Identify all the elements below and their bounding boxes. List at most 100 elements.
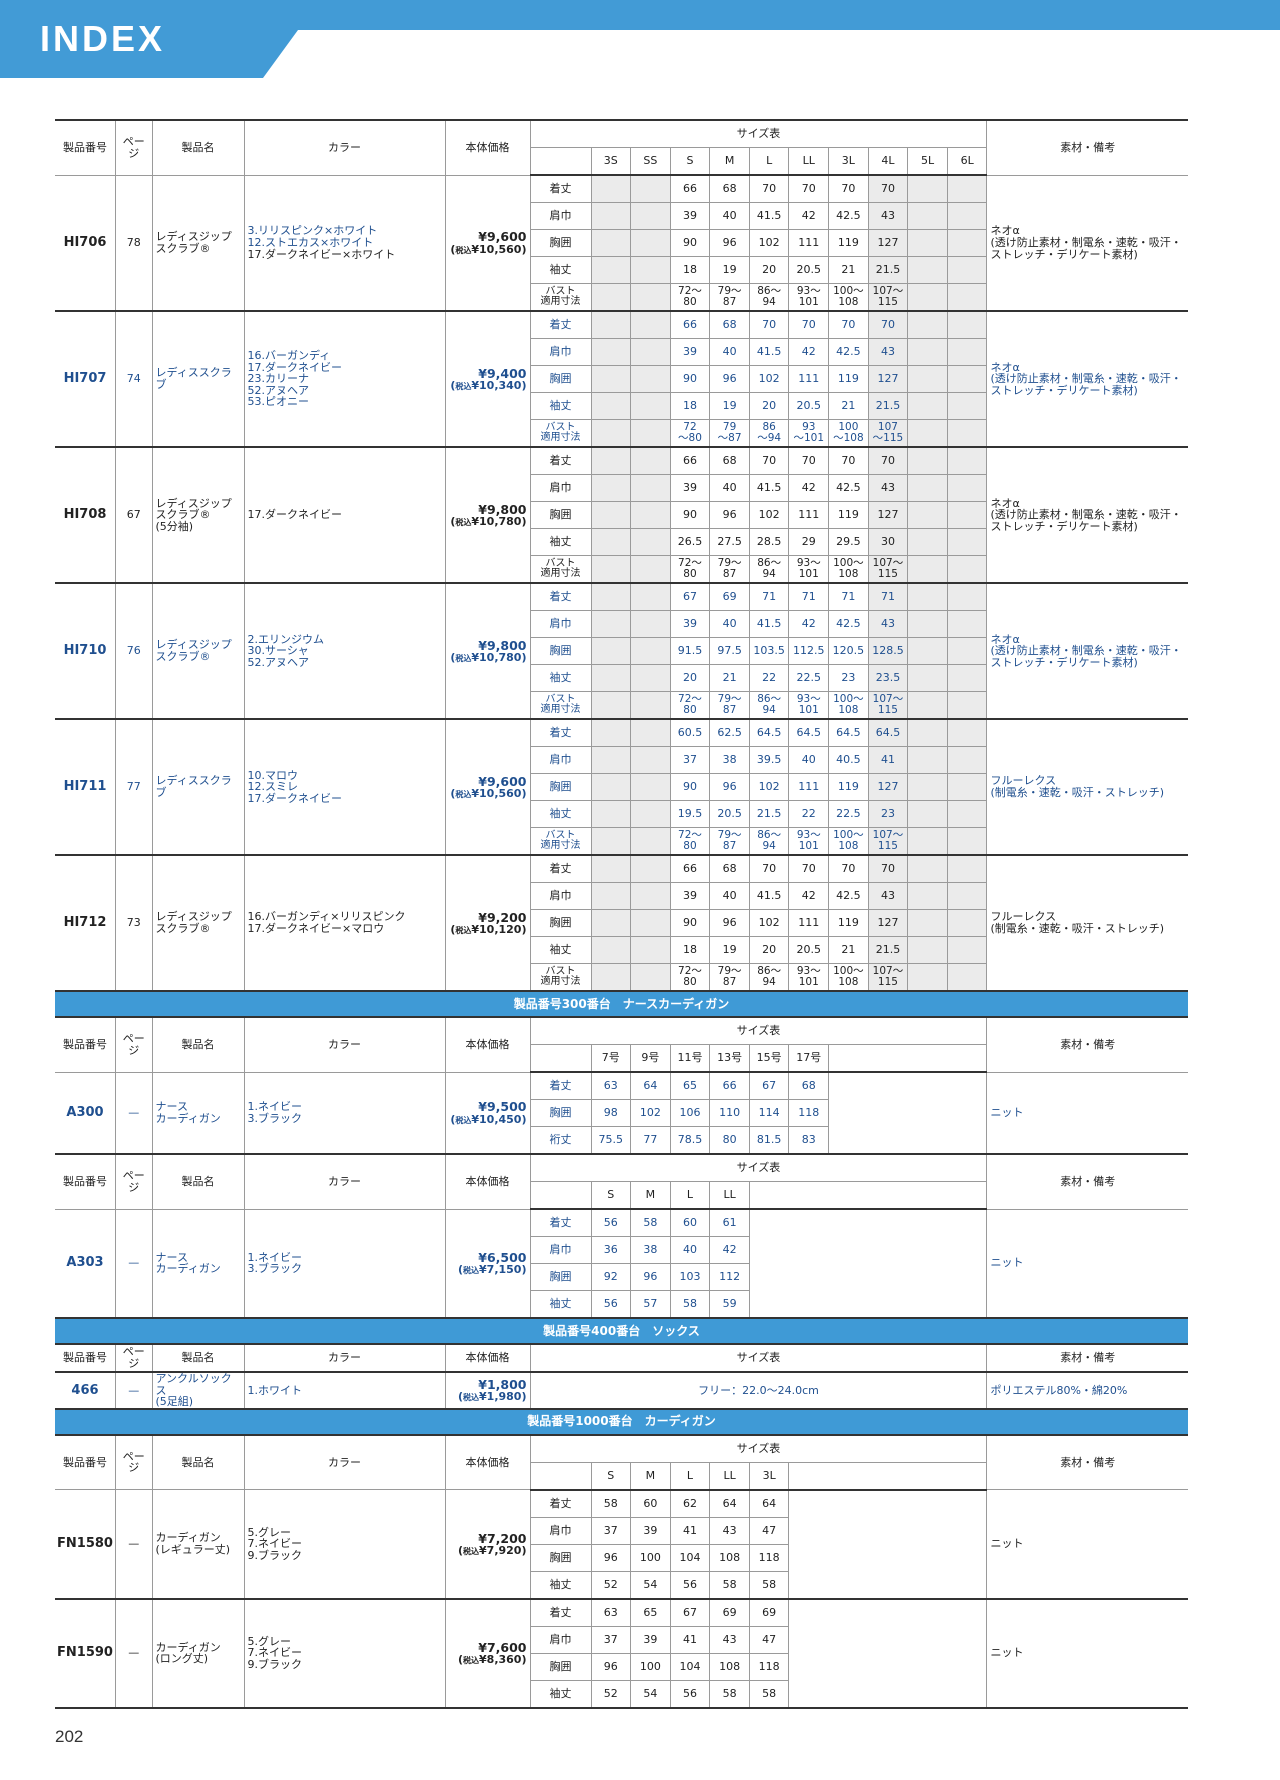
size-value: [590, 691, 632, 720]
size-row: 胸囲 90 96 102 111 119 127: [55, 365, 1188, 393]
size-row: 袖丈 52 54 56 58 58: [55, 1679, 1188, 1709]
size-value: 79〜 87: [709, 827, 750, 856]
size-value: 93〜 101: [788, 283, 830, 312]
size-value: 71: [828, 582, 869, 611]
size-col-header: S: [669, 147, 711, 176]
size-value: 71: [788, 582, 830, 611]
product-code: A303: [55, 1208, 116, 1319]
size-value: [907, 202, 948, 230]
size-value: 20.5: [709, 800, 750, 828]
size-row: 胸囲 98 102 106 110 114 118: [55, 1099, 1188, 1127]
base-price: ¥9,400: [478, 365, 527, 381]
color-option: 17.ダークネイビー: [247, 791, 343, 805]
product-remarks: ネオα (透け防止素材・制電糸・速乾・吸汗・ ストレッチ・デリケート素材): [986, 174, 1188, 312]
tax-price-value: ¥10,120: [471, 922, 522, 936]
size-value: 100〜 108: [828, 963, 869, 992]
size-value: 42.5: [828, 882, 869, 910]
size-filler: [748, 1208, 988, 1319]
size-col-header: 3L: [828, 147, 869, 176]
size-value: [590, 610, 632, 638]
size-value: 58: [630, 1208, 671, 1237]
size-value: 29: [788, 528, 830, 556]
size-value: [630, 637, 671, 665]
product-code: 466: [55, 1371, 116, 1410]
product-price: ¥9,600 (税込¥10,560): [444, 174, 531, 312]
size-value: 90: [669, 229, 711, 257]
size-value: 66: [669, 310, 711, 339]
size-value: [946, 746, 988, 774]
size-value: 21: [709, 664, 750, 692]
size-value: 90: [669, 773, 711, 801]
size-value: [590, 392, 632, 420]
size-value: 62: [669, 1489, 711, 1518]
size-value: 70: [788, 310, 830, 339]
size-col-header: 17号: [788, 1044, 830, 1073]
size-row-label: 胸囲: [529, 637, 592, 665]
size-row: 胸囲 96 100 104 108 118: [55, 1543, 1188, 1572]
size-row-label: 胸囲: [529, 1543, 592, 1572]
size-value: 100: [630, 1543, 671, 1572]
page-number: 202: [55, 1727, 84, 1746]
size-value: [946, 555, 988, 584]
header-color: カラー: [243, 1153, 446, 1210]
tax-included-price: (税込¥10,780): [450, 514, 527, 528]
size-value: 37: [590, 1516, 632, 1545]
size-value: [630, 202, 671, 230]
product-price: ¥6,500 (税込¥7,150): [444, 1208, 531, 1319]
product-page: —: [115, 1597, 153, 1709]
size-value: 40.5: [828, 746, 869, 774]
size-value: 118: [788, 1099, 830, 1127]
color-option: 1.ネイビー: [247, 1100, 303, 1114]
size-value: 93〜 101: [788, 555, 830, 584]
size-value: [590, 854, 632, 883]
size-value: [907, 528, 948, 556]
color-option: 16.バーガンディ: [247, 349, 331, 363]
size-value: 93〜 101: [788, 827, 830, 856]
size-col-header: L: [748, 147, 790, 176]
product-remarks: ニット: [986, 1597, 1188, 1709]
size-value: 43: [867, 882, 909, 910]
product-price: ¥9,500 (税込¥10,450): [444, 1071, 531, 1155]
size-value: 42: [788, 338, 830, 366]
size-value: [946, 174, 988, 203]
size-col-header: 6L: [946, 147, 988, 176]
size-value: 19.5: [669, 800, 711, 828]
size-value: [946, 283, 988, 312]
size-col-header: S: [590, 1461, 632, 1491]
size-value: 63: [590, 1071, 632, 1100]
table-end-rule: [55, 1706, 1188, 1710]
size-col-header: L: [669, 1461, 711, 1491]
size-value: 107〜 115: [867, 827, 909, 856]
size-row-label: バスト 適用寸法: [529, 283, 592, 312]
tax-included-price: (税込¥7,150): [457, 1263, 527, 1277]
product-code: HI712: [55, 854, 116, 992]
size-col-header: 9号: [630, 1044, 671, 1073]
size-row-label: バスト 適用寸法: [529, 963, 592, 992]
size-value: 83: [788, 1126, 830, 1155]
size-row: バスト 適用寸法 72〜 80 79〜 87 86〜 94 93〜 101 100〜 10…: [55, 827, 1188, 856]
size-value: 23: [867, 800, 909, 828]
color-option: 7.ネイビー: [247, 1646, 303, 1660]
color-option: 17.ダークネイビー×マロウ: [247, 922, 385, 935]
product-price: ¥9,400 (税込¥10,340): [444, 310, 531, 448]
size-value: 67: [748, 1071, 790, 1100]
size-row-label: 肩巾: [529, 338, 592, 366]
size-value: 102: [630, 1099, 671, 1127]
size-value: 107〜 115: [867, 283, 909, 312]
size-value: [590, 746, 632, 774]
size-value: [907, 446, 948, 475]
size-row: 胸囲 96 100 104 108 118: [55, 1652, 1188, 1681]
size-value: 41: [867, 746, 909, 774]
size-value: 79〜 87: [709, 283, 750, 312]
size-value: [946, 773, 988, 801]
size-row: 肩巾 37 38 39.5 40 40.5 41: [55, 746, 1188, 774]
size-row-label: 袖丈: [529, 392, 592, 420]
size-value: 86〜 94: [748, 283, 790, 312]
size-value: 21.5: [867, 936, 909, 964]
size-value: 41.5: [748, 202, 790, 230]
color-option: 23.カリーナ: [247, 372, 310, 386]
size-value: 30: [867, 528, 909, 556]
size-value: [946, 501, 988, 529]
size-value: [590, 338, 632, 366]
size-value: 127: [867, 365, 909, 393]
